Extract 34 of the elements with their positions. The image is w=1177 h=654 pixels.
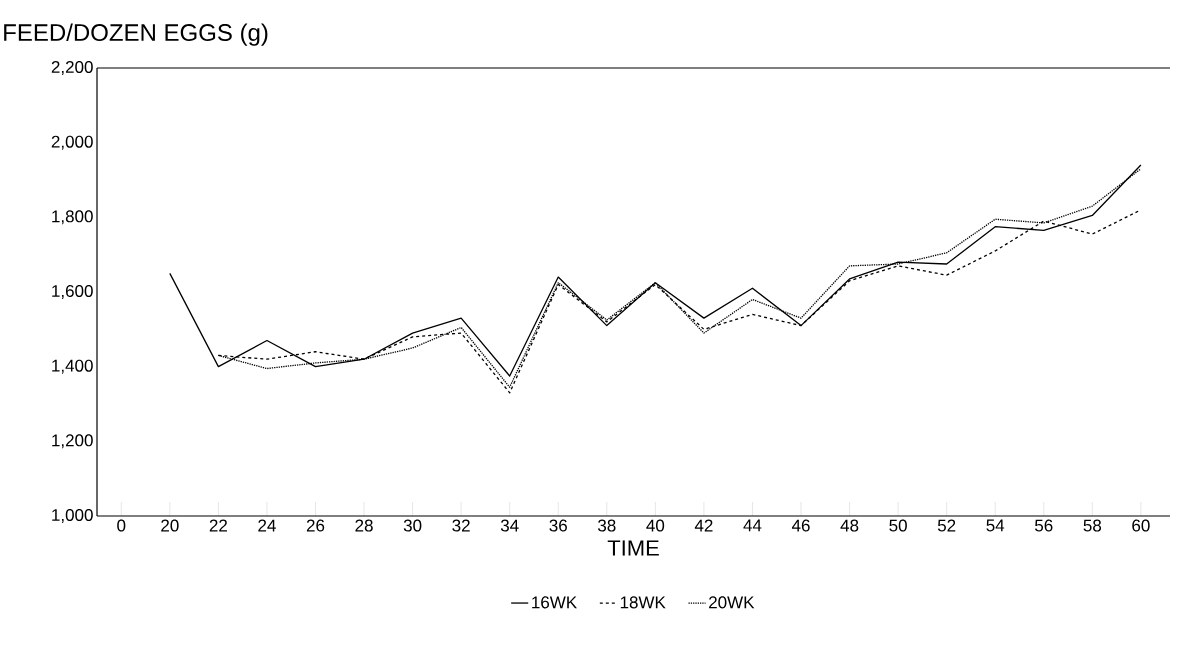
x-tick-label: 44 [743, 519, 762, 532]
y-tick-label: 1,800 [52, 210, 93, 225]
x-tick-label: 34 [500, 519, 519, 532]
x-tick-label: 52 [937, 519, 956, 532]
x-tick-label: 46 [791, 519, 810, 532]
x-tick-label: 60 [1132, 519, 1150, 532]
x-tick-label: 30 [403, 519, 422, 532]
x-tick-label: 48 [840, 519, 859, 532]
x-tick-label: 58 [1083, 519, 1102, 532]
y-tick-label: 1,400 [52, 359, 93, 374]
x-tick-label: 54 [986, 519, 1005, 532]
x-tick-label: 22 [209, 519, 227, 532]
legend-label: 16WK [532, 596, 577, 609]
y-tick-label: 2,000 [51, 135, 93, 150]
x-tick-label: 28 [355, 519, 373, 532]
x-tick-label: 32 [452, 519, 470, 532]
x-axis-title: TIME [607, 540, 659, 556]
legend-label: 20WK [709, 596, 755, 609]
x-tick-label: 26 [306, 519, 325, 532]
legend-label: 18WK [620, 596, 666, 609]
y-tick-label: 1,000 [52, 508, 93, 524]
y-tick-label: 2,200 [51, 60, 93, 76]
x-tick-label: 40 [646, 519, 665, 532]
x-tick-label: 38 [597, 519, 616, 532]
x-tick-label: 50 [889, 519, 907, 532]
x-tick-label: 36 [549, 519, 567, 532]
x-tick-label: 0 [117, 519, 126, 532]
x-tick-label: 20 [161, 519, 179, 532]
y-tick-label: 1,600 [52, 284, 93, 300]
x-tick-label: 42 [694, 519, 713, 532]
y-tick-label: 1,200 [52, 434, 93, 449]
x-tick-label: 24 [258, 519, 276, 532]
x-tick-label: 56 [1034, 519, 1053, 532]
y-axis-title: FEED/DOZEN EGGS (g) [4, 23, 268, 46]
